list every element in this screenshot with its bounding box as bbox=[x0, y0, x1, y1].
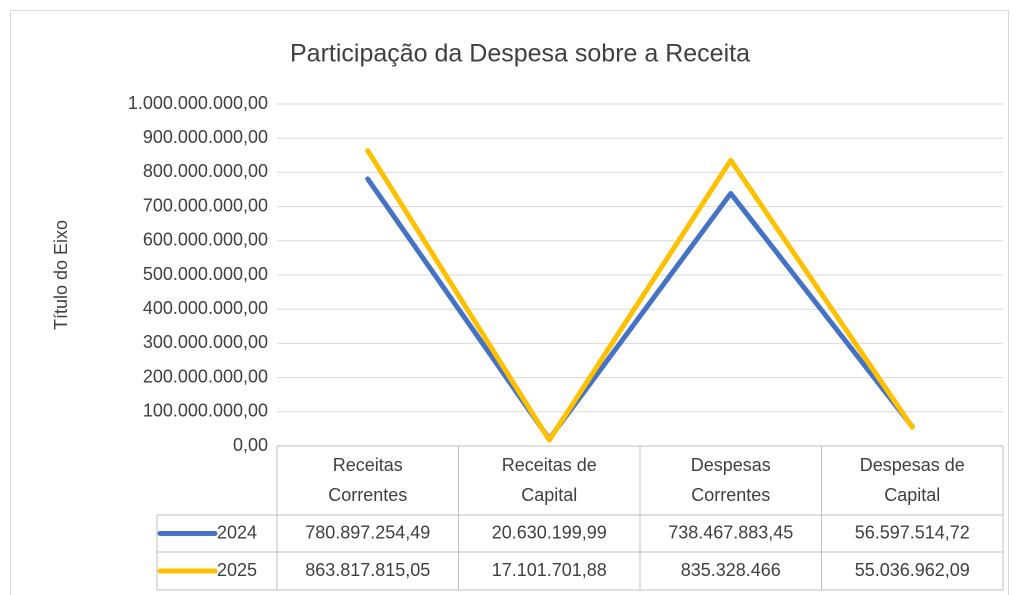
y-tick-label: 800.000.000,00 bbox=[143, 161, 268, 181]
y-axis-title: Título do Eixo bbox=[51, 220, 71, 330]
table-value: 55.036.962,09 bbox=[855, 560, 970, 580]
legend-label: 2024 bbox=[217, 522, 257, 542]
table-value: 20.630.199,99 bbox=[492, 522, 607, 542]
y-tick-label: 700.000.000,00 bbox=[143, 195, 268, 215]
table-value: 738.467.883,45 bbox=[668, 522, 793, 542]
y-tick-label: 600.000.000,00 bbox=[143, 230, 268, 250]
table-value: 56.597.514,72 bbox=[855, 522, 970, 542]
x-tick-label: Receitas de Capital bbox=[502, 455, 597, 505]
x-tick-label: Despesas de Capital bbox=[860, 455, 965, 505]
y-tick-label: 0,00 bbox=[233, 435, 268, 455]
y-tick-label: 300.000.000,00 bbox=[143, 332, 268, 352]
chart-title: Participação da Despesa sobre a Receita bbox=[290, 40, 750, 68]
y-tick-label: 900.000.000,00 bbox=[143, 127, 268, 147]
y-tick-label: 1.000.000.000,00 bbox=[128, 93, 268, 113]
table-value: 835.328.466 bbox=[681, 560, 781, 580]
x-tick-label: Receitas Correntes bbox=[328, 455, 407, 505]
series-line bbox=[365, 148, 915, 443]
chart-border bbox=[10, 10, 1009, 595]
table-value: 863.817.815,05 bbox=[305, 560, 430, 580]
y-tick-label: 400.000.000,00 bbox=[143, 298, 268, 318]
table-value: 17.101.701,88 bbox=[492, 560, 607, 580]
x-tick-label: Despesas Correntes bbox=[691, 455, 771, 505]
y-tick-label: 100.000.000,00 bbox=[143, 401, 268, 421]
legend-label: 2025 bbox=[217, 560, 257, 580]
y-tick-label: 200.000.000,00 bbox=[143, 366, 268, 386]
series-line bbox=[365, 176, 915, 442]
y-tick-label: 500.000.000,00 bbox=[143, 264, 268, 284]
table-value: 780.897.254,49 bbox=[305, 522, 430, 542]
